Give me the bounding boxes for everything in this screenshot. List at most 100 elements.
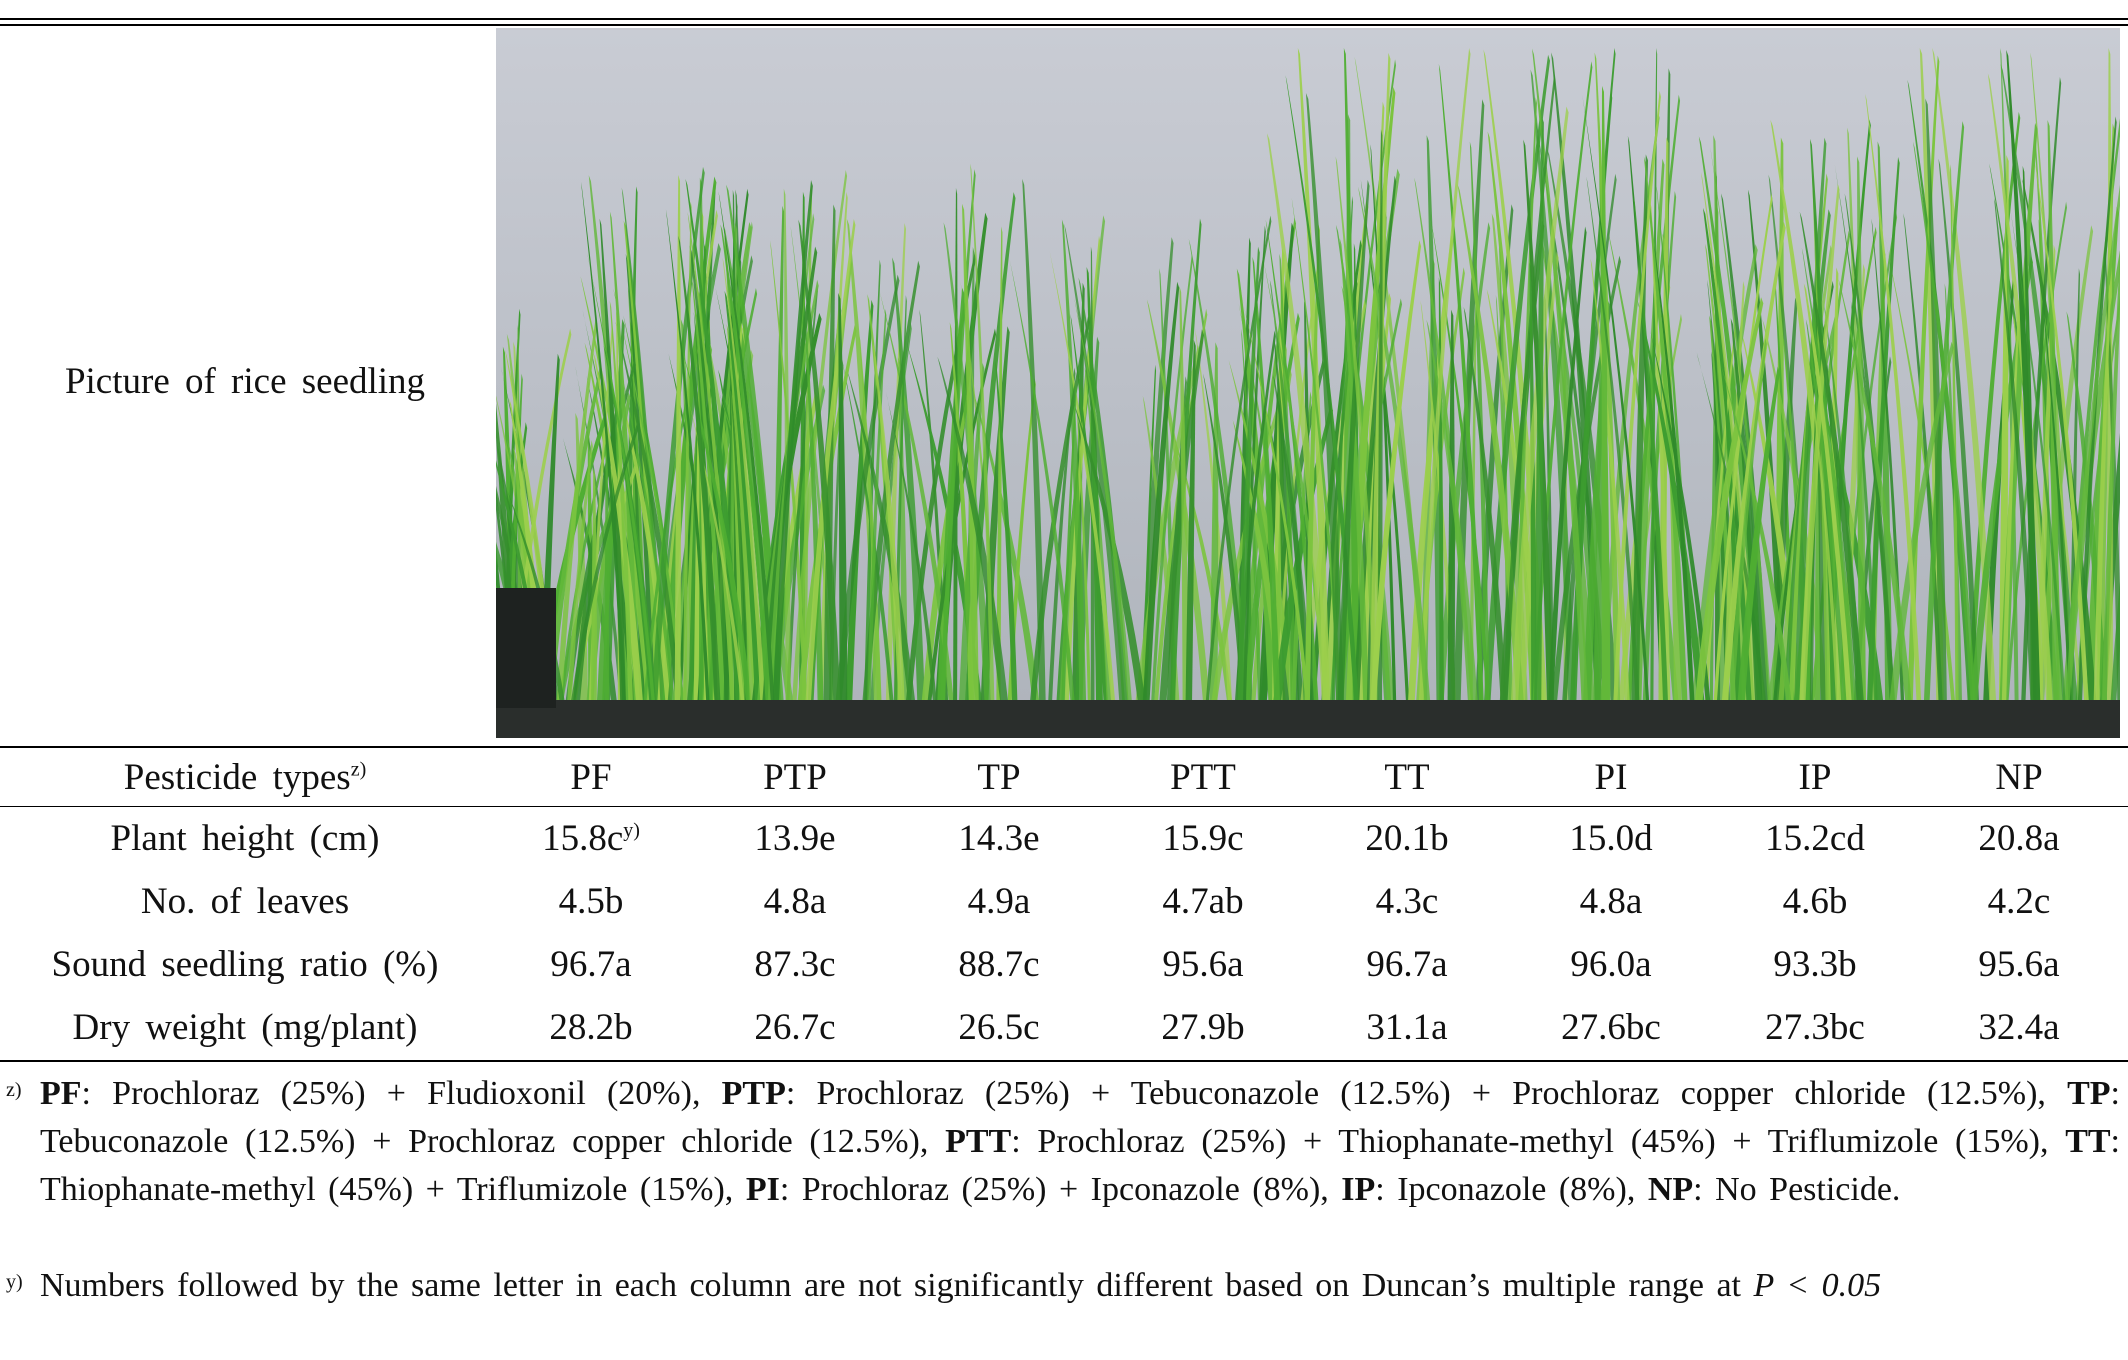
rice-blade [1321, 277, 1358, 704]
rice-blade [1009, 260, 1075, 704]
rice-blade [1807, 355, 1840, 704]
table-cell: 15.0d [1569, 818, 1653, 859]
table-cell: 20.8a [1978, 818, 2060, 859]
rice-blade [1078, 277, 1129, 704]
rice-blade [1048, 367, 1076, 704]
table-cell: 88.7c [958, 944, 1040, 985]
rice-blade [1700, 172, 1757, 705]
rice-blade [546, 366, 602, 704]
rice-blade [772, 180, 813, 704]
rice-blade [1721, 221, 1786, 705]
rice-blade [1805, 319, 1847, 704]
rice-blade [596, 384, 625, 704]
rice-blade [1532, 48, 1589, 704]
rice-blade [720, 224, 773, 705]
rice-blade [1483, 54, 1551, 705]
rice-blade [617, 355, 675, 704]
rice-blade [1029, 315, 1090, 704]
rice-blade [1642, 191, 1677, 704]
rice-blade [1426, 319, 1478, 704]
rice-blade [1076, 404, 1091, 704]
rice-blade [1420, 300, 1457, 704]
photo-bottom-rule [0, 746, 2128, 748]
rice-blade [1086, 266, 1103, 704]
table-cell: 4.7ab [1162, 881, 1244, 922]
rice-blade [1801, 247, 1857, 705]
rice-blade [1265, 219, 1319, 704]
rice-blade [681, 346, 753, 704]
rice-blade [726, 324, 756, 704]
rice-blade [1534, 116, 1544, 705]
rice-blade [2101, 250, 2120, 704]
rice-blade [1613, 90, 1661, 705]
header-rule [0, 806, 2128, 807]
table-top-rule [0, 18, 2128, 20]
rice-blade [691, 278, 726, 704]
table-cell: 4.5b [558, 881, 624, 922]
header-col: PTP [763, 757, 827, 798]
table-row: Sound seedling ratio (%) 96.7a 87.3c 88.… [0, 943, 2128, 1001]
rice-blade [1586, 176, 1640, 705]
rice-blade [580, 181, 626, 704]
rice-blade [1713, 193, 1773, 704]
rice-blade [872, 343, 905, 704]
header-col: TT [1384, 757, 1430, 798]
rice-blade [756, 279, 819, 704]
rice-blade [961, 203, 979, 704]
rice-blade [1502, 74, 1556, 705]
rice-blade [1844, 193, 1895, 704]
rice-blade [2041, 287, 2072, 704]
rice-blade [1799, 183, 1840, 704]
rice-blade [674, 174, 681, 705]
rice-blade [1337, 179, 1370, 705]
rice-blade [1923, 121, 1965, 705]
rice-blade [1228, 359, 1296, 704]
rice-blade [1335, 168, 1400, 704]
rice-blade [1061, 219, 1087, 705]
rice-blade [1772, 280, 1834, 704]
rice-blade [798, 219, 841, 705]
table-cell: 15.2cd [1765, 818, 1865, 859]
rice-blade [1142, 281, 1180, 704]
table-cell: 96.7a [550, 944, 632, 985]
rice-blade [1967, 111, 2021, 704]
table-cell: 96.7a [1366, 944, 1448, 985]
rice-blade [1932, 48, 1997, 704]
table-cell: 93.3b [1773, 944, 1857, 985]
rice-blade [1572, 91, 1613, 704]
table-cell: 26.7c [754, 1007, 836, 1048]
rice-blade [1370, 144, 1397, 704]
table-cell: 96.0a [1570, 944, 1652, 985]
rice-blade [1305, 92, 1345, 704]
table-row: No. of leaves 4.5b 4.8a 4.9a 4.7ab 4.3c … [0, 880, 2128, 938]
row-label: Sound seedling ratio (%) [51, 944, 439, 985]
table-cell: 31.1a [1366, 1007, 1448, 1048]
rice-blade [1252, 256, 1281, 704]
rice-blade [1250, 368, 1292, 704]
rice-blade [1694, 297, 1764, 704]
row-label: No. of leaves [140, 881, 350, 922]
rice-blade [2026, 262, 2082, 704]
rice-blade [921, 387, 971, 704]
rice-blade [1838, 279, 1912, 704]
rice-blade [1970, 256, 2033, 704]
table-cell: 4.3c [1375, 881, 1439, 922]
rice-blade [1633, 196, 1669, 704]
rice-blade [1925, 98, 1947, 705]
rice-blade [996, 226, 1003, 704]
rice-blade [940, 169, 976, 705]
rice-blade [724, 290, 763, 704]
rice-blade [1049, 250, 1116, 705]
rice-blade [1594, 52, 1621, 705]
rice-blade [1950, 164, 1959, 705]
rice-blade [1530, 69, 1576, 704]
header-col: TP [977, 757, 1021, 798]
rice-blade [718, 191, 775, 704]
footnote-marker: y) [6, 1271, 23, 1293]
rice-blade [1510, 106, 1569, 705]
header-label: Pesticide typesz) [123, 757, 367, 798]
rice-blade [769, 240, 808, 704]
rice-blade [1486, 289, 1545, 704]
rice-blade [1631, 154, 1649, 704]
rice-blade [1643, 156, 1688, 704]
